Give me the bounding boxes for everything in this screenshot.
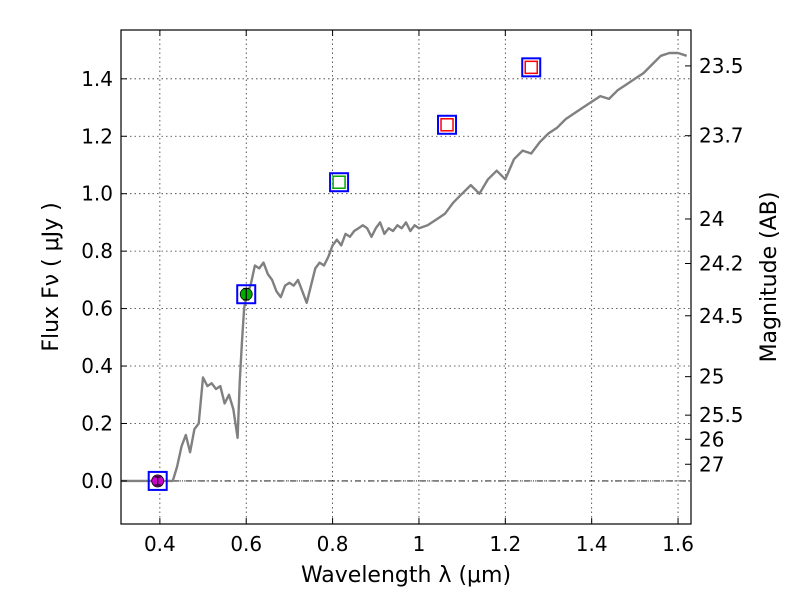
y-tick-label: 1.2 <box>81 124 113 148</box>
magnitude-tick-label: 25 <box>699 365 724 389</box>
photometry-box <box>147 470 168 491</box>
grid-lines <box>121 30 691 524</box>
magnitude-tick-label: 24.2 <box>699 252 744 276</box>
photometry-points <box>147 57 542 491</box>
y2-axis-label: Magnitude (AB) <box>757 192 782 363</box>
x-tick-label: 1.4 <box>576 532 608 556</box>
photometry-box <box>236 284 257 305</box>
y-tick-label: 0.4 <box>81 354 113 378</box>
magnitude-tick-label: 25.5 <box>699 403 744 427</box>
magnitude-tick-label: 26 <box>699 427 724 451</box>
plot-frame <box>120 29 692 525</box>
x-tick-label: 0.4 <box>144 532 176 556</box>
photometry-open-marker <box>524 60 538 75</box>
y-tick-label: 0.6 <box>81 297 113 321</box>
magnitude-tick-label: 24.5 <box>699 304 744 328</box>
photometry-box <box>521 57 542 78</box>
magnitude-tick-label: 23.5 <box>699 54 744 78</box>
spectrum-line <box>121 51 688 483</box>
magnitude-tick-label: 24 <box>699 207 724 231</box>
y-tick-label: 0.2 <box>81 411 113 435</box>
x-tick-label: 1.6 <box>662 532 694 556</box>
x-tick-label: 0.6 <box>230 532 262 556</box>
x-axis-label: Wavelength λ (μm) <box>301 563 511 588</box>
y-tick-label: 0.8 <box>81 239 113 263</box>
y-axis-label: Flux Fν ( μJy ) <box>39 202 64 351</box>
axis-ticks: 0.4 0.6 0.8 1 1.2 1.4 1.6 0.0 0.2 0.4 0.6 0.8 1.0 1.2… <box>81 30 744 556</box>
y-tick-label: 1.0 <box>81 182 113 206</box>
magnitude-tick-label: 27 <box>699 452 724 476</box>
photometry-open-marker <box>332 175 346 189</box>
y-tick-label: 0.0 <box>81 469 113 493</box>
x-tick-label: 1 <box>413 532 426 556</box>
photometry-box <box>437 114 458 135</box>
spectrum-series <box>121 51 688 483</box>
x-tick-label: 0.8 <box>317 532 349 556</box>
photometry-open-marker <box>440 118 454 132</box>
y-tick-label: 1.4 <box>81 67 113 91</box>
magnitude-tick-label: 23.7 <box>699 124 744 148</box>
x-tick-label: 1.2 <box>489 532 521 556</box>
photometry-box <box>329 172 350 193</box>
